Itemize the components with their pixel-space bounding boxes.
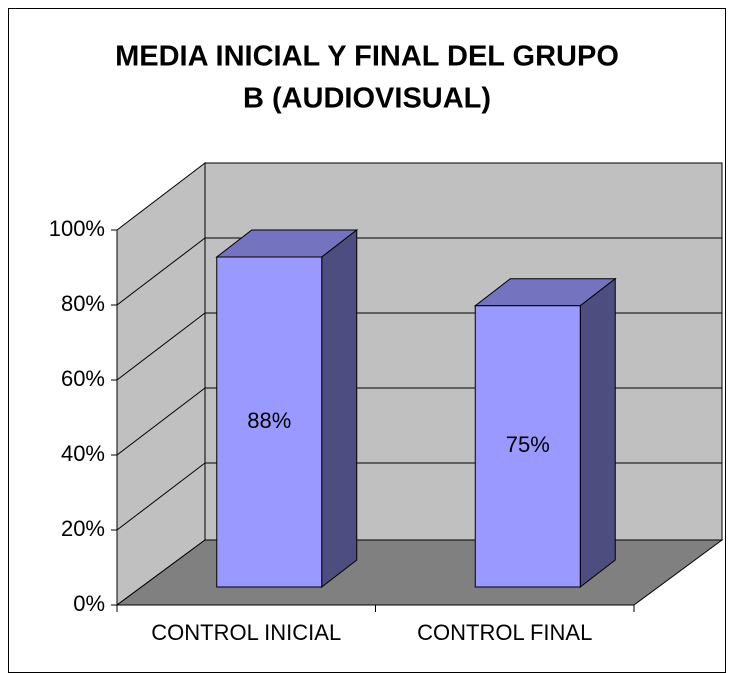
bar-side bbox=[321, 228, 358, 589]
floor bbox=[115, 539, 724, 606]
grid-line bbox=[116, 462, 206, 531]
bar bbox=[474, 305, 581, 588]
data-label: 88% bbox=[247, 408, 291, 433]
side-wall bbox=[116, 161, 206, 606]
bar-side bbox=[579, 277, 616, 589]
bar bbox=[216, 256, 323, 588]
y-tick-label: 80% bbox=[61, 291, 105, 316]
y-tick-label: 60% bbox=[61, 366, 105, 391]
data-label: 75% bbox=[506, 432, 550, 457]
chart-title: B (AUDIOVISUAL) bbox=[243, 83, 491, 115]
chart-title: MEDIA INICIAL Y FINAL DEL GRUPO bbox=[115, 41, 619, 73]
y-tick-label: 0% bbox=[73, 591, 105, 616]
y-tick-label: 40% bbox=[61, 441, 105, 466]
grid-line bbox=[116, 387, 206, 456]
x-tick-label: CONTROL FINAL bbox=[417, 620, 592, 645]
grid-line bbox=[116, 312, 206, 381]
grid-line bbox=[116, 237, 206, 306]
y-tick-label: 20% bbox=[61, 516, 105, 541]
x-tick-label: CONTROL INICIAL bbox=[151, 620, 341, 645]
y-tick-label: 100% bbox=[49, 216, 105, 241]
